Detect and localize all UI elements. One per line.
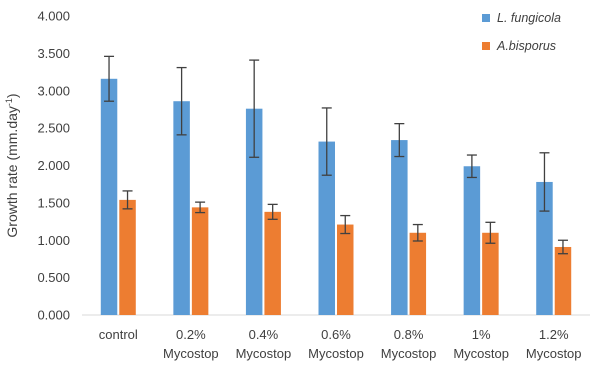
- legend-label: L. fungicola: [497, 11, 561, 25]
- x-tick-label: Mycostop: [453, 346, 509, 361]
- x-tick-label: Mycostop: [236, 346, 292, 361]
- y-axis-title: Growth rate (mm.day-1): [4, 93, 20, 237]
- x-tick-label: Mycostop: [526, 346, 582, 361]
- bar-l-fungicola: [391, 140, 408, 315]
- x-tick-label: Mycostop: [308, 346, 364, 361]
- y-axis-title-main: Growth rate (mm.day: [4, 106, 20, 237]
- y-tick-label: 3.000: [37, 83, 70, 98]
- y-tick-label: 3.500: [37, 46, 70, 61]
- y-tick-label: 0.500: [37, 270, 70, 285]
- y-tick-label: 1.500: [37, 195, 70, 210]
- bar-l-fungicola: [100, 78, 118, 315]
- x-tick-label: 0.2%: [176, 327, 206, 342]
- bar-a-bisporus: [119, 199, 136, 315]
- y-tick-label: 2.500: [37, 121, 70, 136]
- x-tick-label: 0.4%: [249, 327, 279, 342]
- bar-a-bisporus: [554, 246, 572, 315]
- bar-a-bisporus: [409, 232, 427, 315]
- bar-a-bisporus: [264, 211, 281, 315]
- bar-a-bisporus: [482, 232, 499, 315]
- bar-l-fungicola: [463, 166, 481, 315]
- bar-a-bisporus: [191, 207, 209, 315]
- y-axis-title-suffix: ): [4, 93, 20, 98]
- bar-l-fungicola: [536, 181, 553, 315]
- y-tick-label: 1.000: [37, 233, 70, 248]
- x-tick-label: control: [99, 327, 138, 342]
- y-axis-title-superscript: -1: [4, 98, 14, 106]
- x-tick-label: 0.6%: [321, 327, 351, 342]
- legend-swatch: [482, 14, 490, 22]
- bar-l-fungicola: [245, 108, 263, 315]
- y-tick-label: 0.000: [37, 308, 70, 323]
- x-tick-label: 1%: [472, 327, 491, 342]
- x-tick-label: 1.2%: [539, 327, 569, 342]
- bar-l-fungicola: [173, 101, 190, 315]
- legend-swatch: [482, 42, 490, 50]
- x-tick-label: Mycostop: [163, 346, 219, 361]
- y-tick-label: 2.000: [37, 158, 70, 173]
- bar-a-bisporus: [337, 224, 354, 315]
- x-tick-label: 0.8%: [394, 327, 424, 342]
- x-tick-label: Mycostop: [381, 346, 437, 361]
- y-tick-label: 4.000: [37, 9, 70, 24]
- bar-l-fungicola: [318, 141, 335, 315]
- legend-label: A.bisporus: [496, 39, 556, 53]
